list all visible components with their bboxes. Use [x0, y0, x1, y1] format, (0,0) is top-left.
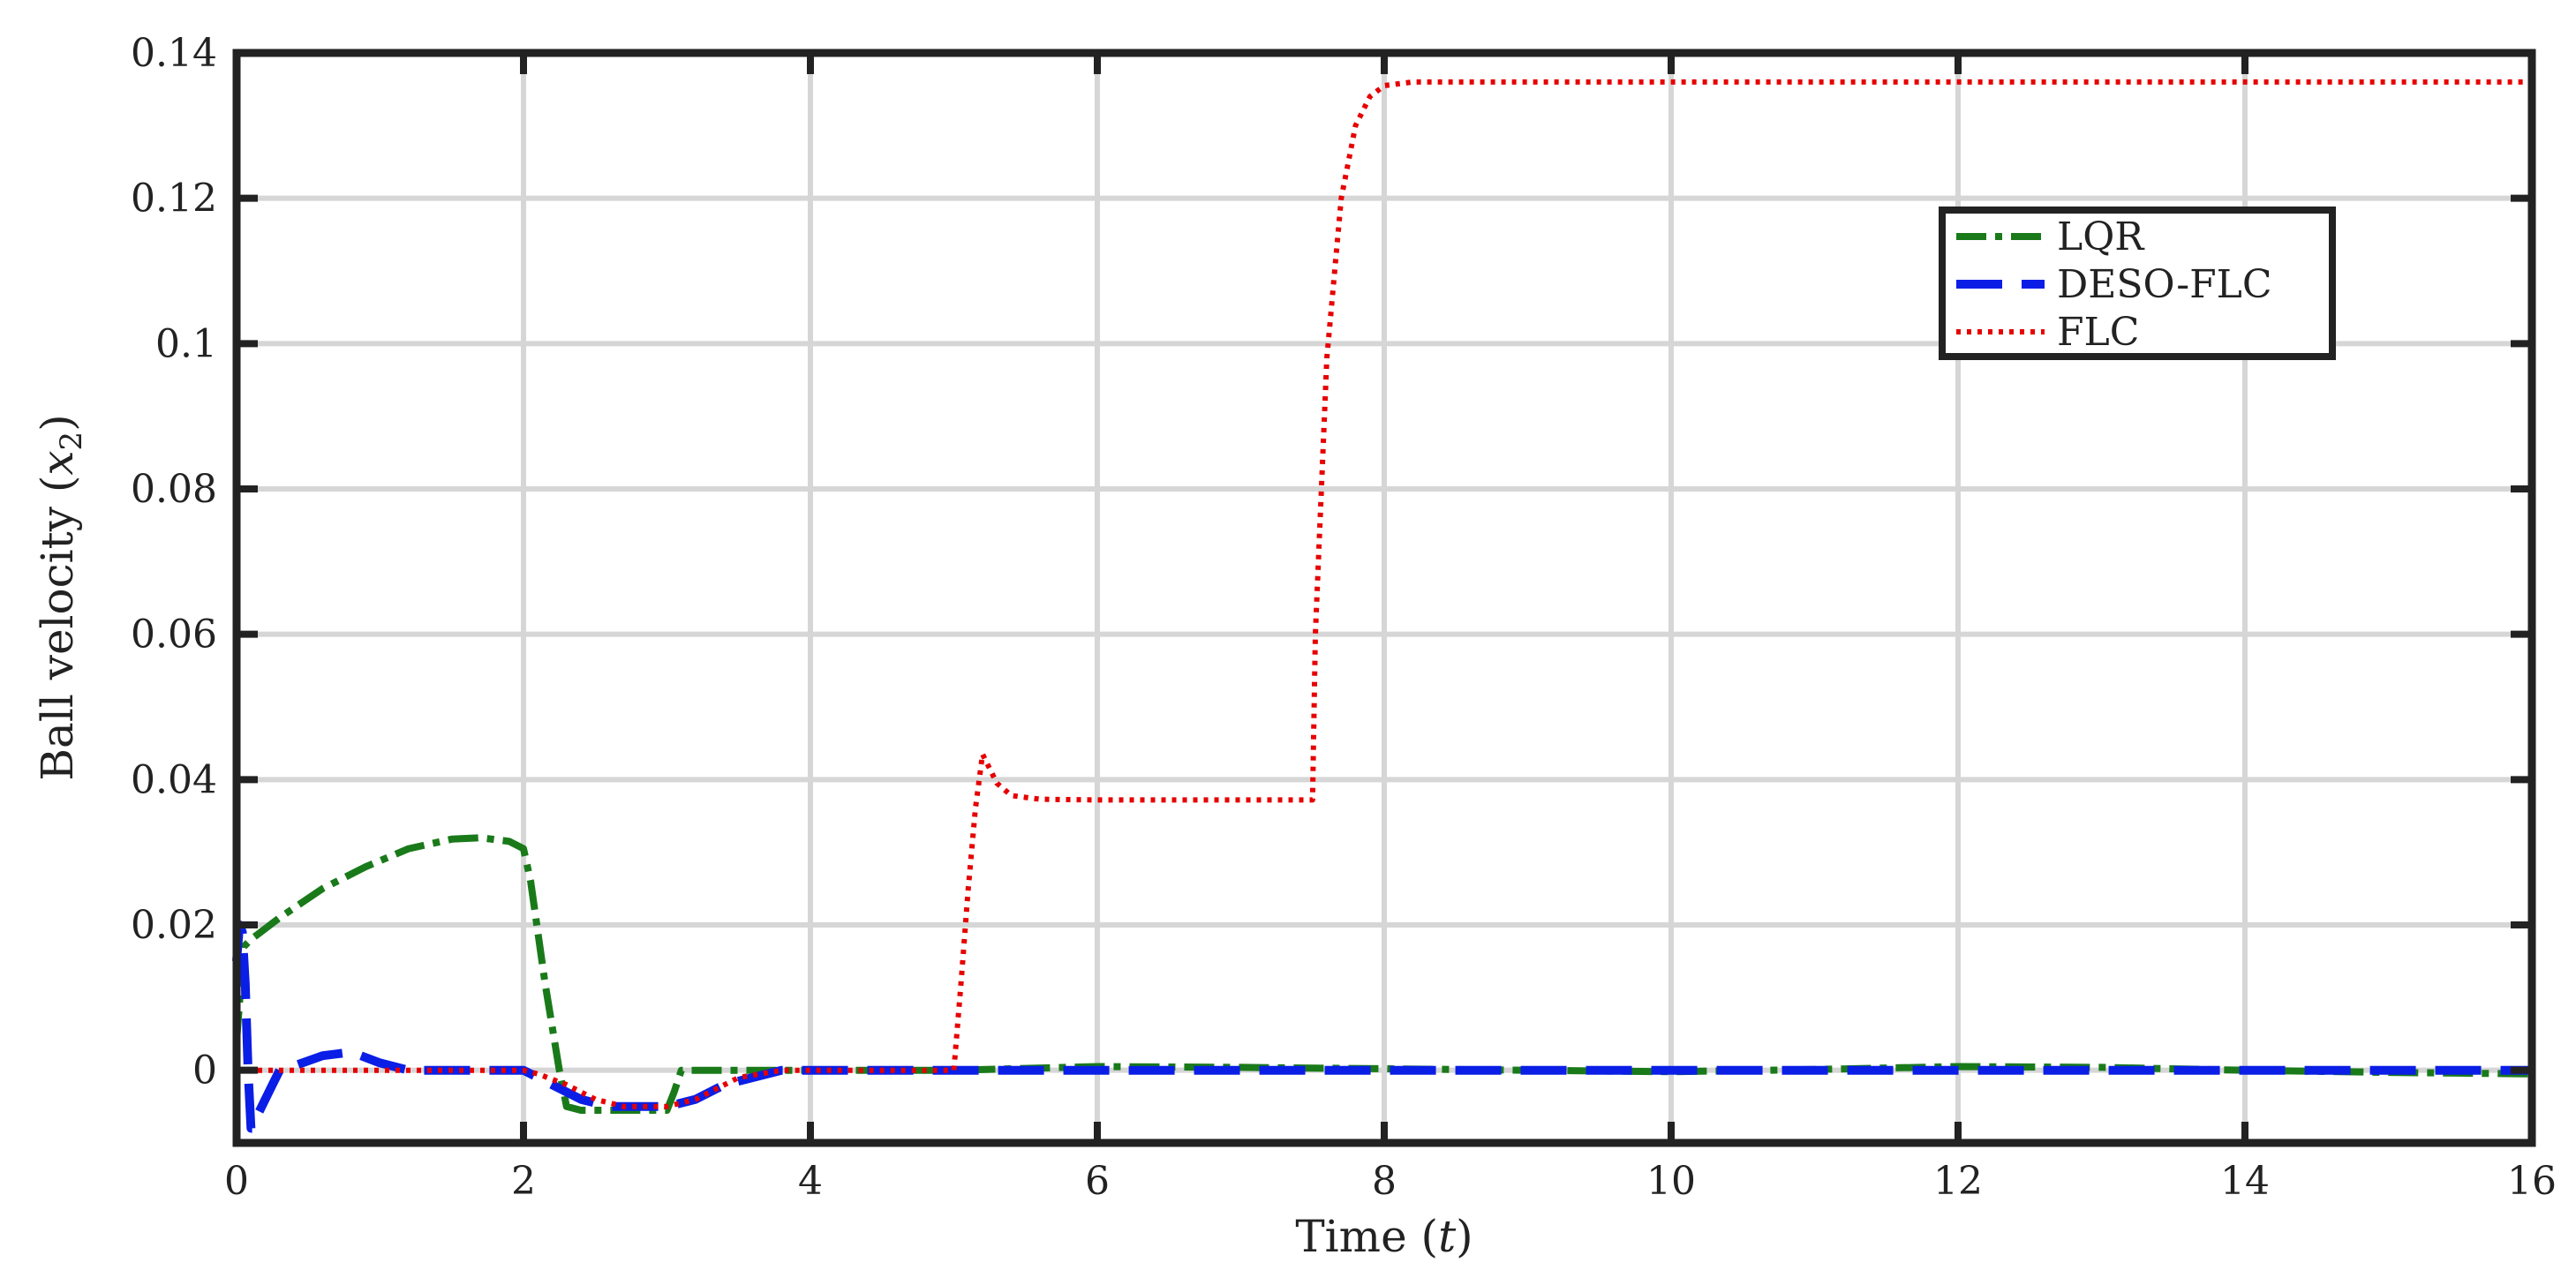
y-tick-label: 0.02 — [131, 903, 217, 948]
legend: LQR DESO-FLC FLC — [1939, 207, 2336, 360]
tick-labels: 0 2 4 6 8 10 12 14 16 0 0.02 0.04 0.06 0.08 0.1 0.12 0.1… — [131, 31, 2557, 1204]
x-tick-label: 14 — [2220, 1159, 2270, 1204]
y-tick-label: 0.04 — [131, 757, 217, 802]
axis-ticks — [233, 49, 2535, 1143]
x-tick-label: 0 — [224, 1159, 249, 1204]
plot-series — [232, 79, 2533, 1133]
legend-label-deso-flc: DESO-FLC — [2057, 262, 2272, 307]
legend-box — [1939, 207, 2336, 360]
y-tick-label: 0.14 — [131, 31, 217, 76]
y-tick-label: 0.06 — [131, 612, 217, 658]
x-tick-label: 12 — [1933, 1159, 1983, 1204]
y-tick-label: 0.08 — [131, 467, 217, 512]
x-tick-label: 8 — [1372, 1159, 1397, 1204]
x-tick-label: 16 — [2507, 1159, 2557, 1204]
legend-label-lqr: LQR — [2057, 214, 2145, 259]
legend-label-flc: FLC — [2057, 310, 2139, 355]
y-tick-label: 0 — [192, 1048, 217, 1093]
x-tick-label: 6 — [1085, 1159, 1110, 1204]
y-axis-label: Ball velocity (x2) — [32, 414, 89, 780]
series-line-flc — [237, 79, 2532, 1109]
x-axis-label: Time (t) — [1295, 1211, 1473, 1262]
x-tick-label: 2 — [511, 1159, 536, 1204]
x-tick-label: 4 — [798, 1159, 823, 1204]
y-tick-label: 0.1 — [155, 321, 217, 366]
x-tick-label: 10 — [1646, 1159, 1696, 1204]
y-tick-label: 0.12 — [131, 177, 217, 222]
grid-lines — [237, 53, 2532, 1143]
